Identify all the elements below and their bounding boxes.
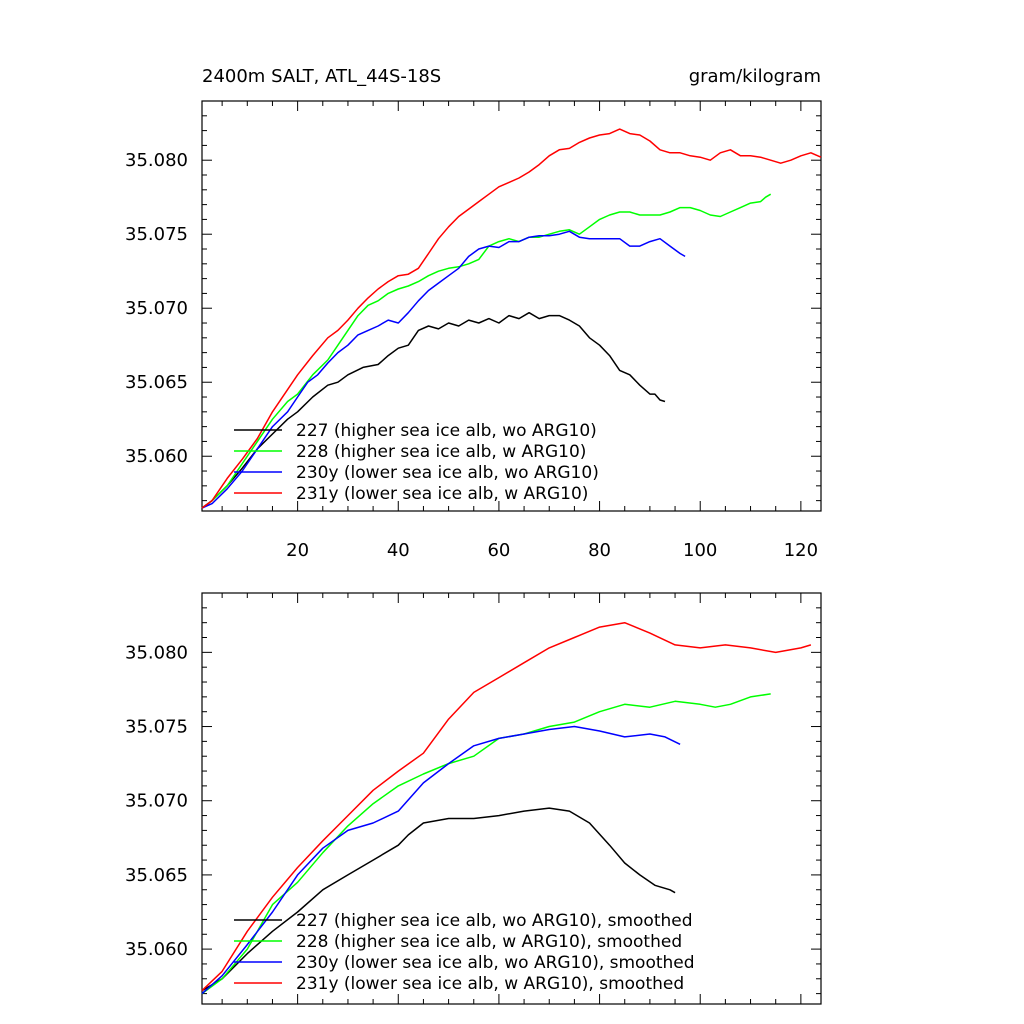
series-line-2 xyxy=(201,725,681,995)
y-tick-label: 35.080 xyxy=(125,642,188,663)
x-tick-label: 100 xyxy=(683,540,717,561)
legend-label: 231y (lower sea ice alb, w ARG10) xyxy=(296,484,588,504)
plot-frame xyxy=(201,100,822,512)
plot-frame xyxy=(201,592,822,1005)
y-tick-label: 35.075 xyxy=(125,224,188,245)
y-tick-label: 35.070 xyxy=(125,791,188,812)
x-tick-label: 120 xyxy=(784,540,818,561)
bottom-panel-smoothed: 35.060 35.065 35.070 35.075 35.080 227 (highe… xyxy=(125,592,822,1005)
y-tick-label: 35.060 xyxy=(125,446,188,467)
chart-title: 2400m SALT, ATL_44S-18S xyxy=(202,66,441,87)
series-line-0 xyxy=(201,311,666,509)
legend-label: 230y (lower sea ice alb, wo ARG10) xyxy=(296,463,599,483)
x-tick-label: 60 xyxy=(487,540,510,561)
top-panel-raw: 35.060 35.065 35.070 35.075 35.080 20 40 60 80 10… xyxy=(125,100,822,561)
legend-label: 227 (higher sea ice alb, wo ARG10), smoo… xyxy=(296,911,693,931)
y-tick-label: 35.065 xyxy=(125,372,188,393)
x-tick-label: 20 xyxy=(286,540,309,561)
units-label: gram/kilogram xyxy=(689,66,821,87)
legend-label: 227 (higher sea ice alb, wo ARG10) xyxy=(296,421,597,441)
y-tick-label: 35.070 xyxy=(125,298,188,319)
y-tick-label: 35.075 xyxy=(125,717,188,738)
x-tick-label: 40 xyxy=(387,540,410,561)
legend-label: 230y (lower sea ice alb, wo ARG10), smoo… xyxy=(296,953,695,973)
legend-label: 228 (higher sea ice alb, w ARG10), smoot… xyxy=(296,932,682,952)
x-tick-label: 80 xyxy=(588,540,611,561)
series-line-3 xyxy=(201,128,822,509)
y-tick-label: 35.060 xyxy=(125,939,188,960)
series-line-0 xyxy=(201,807,676,992)
series-line-2 xyxy=(201,230,686,509)
series-line-3 xyxy=(201,621,812,992)
legend-label: 228 (higher sea ice alb, w ARG10) xyxy=(296,442,586,462)
legend-label: 231y (lower sea ice alb, w ARG10), smoot… xyxy=(296,974,684,994)
y-tick-label: 35.065 xyxy=(125,865,188,886)
series-line-1 xyxy=(201,193,772,509)
y-tick-label: 35.080 xyxy=(125,150,188,171)
